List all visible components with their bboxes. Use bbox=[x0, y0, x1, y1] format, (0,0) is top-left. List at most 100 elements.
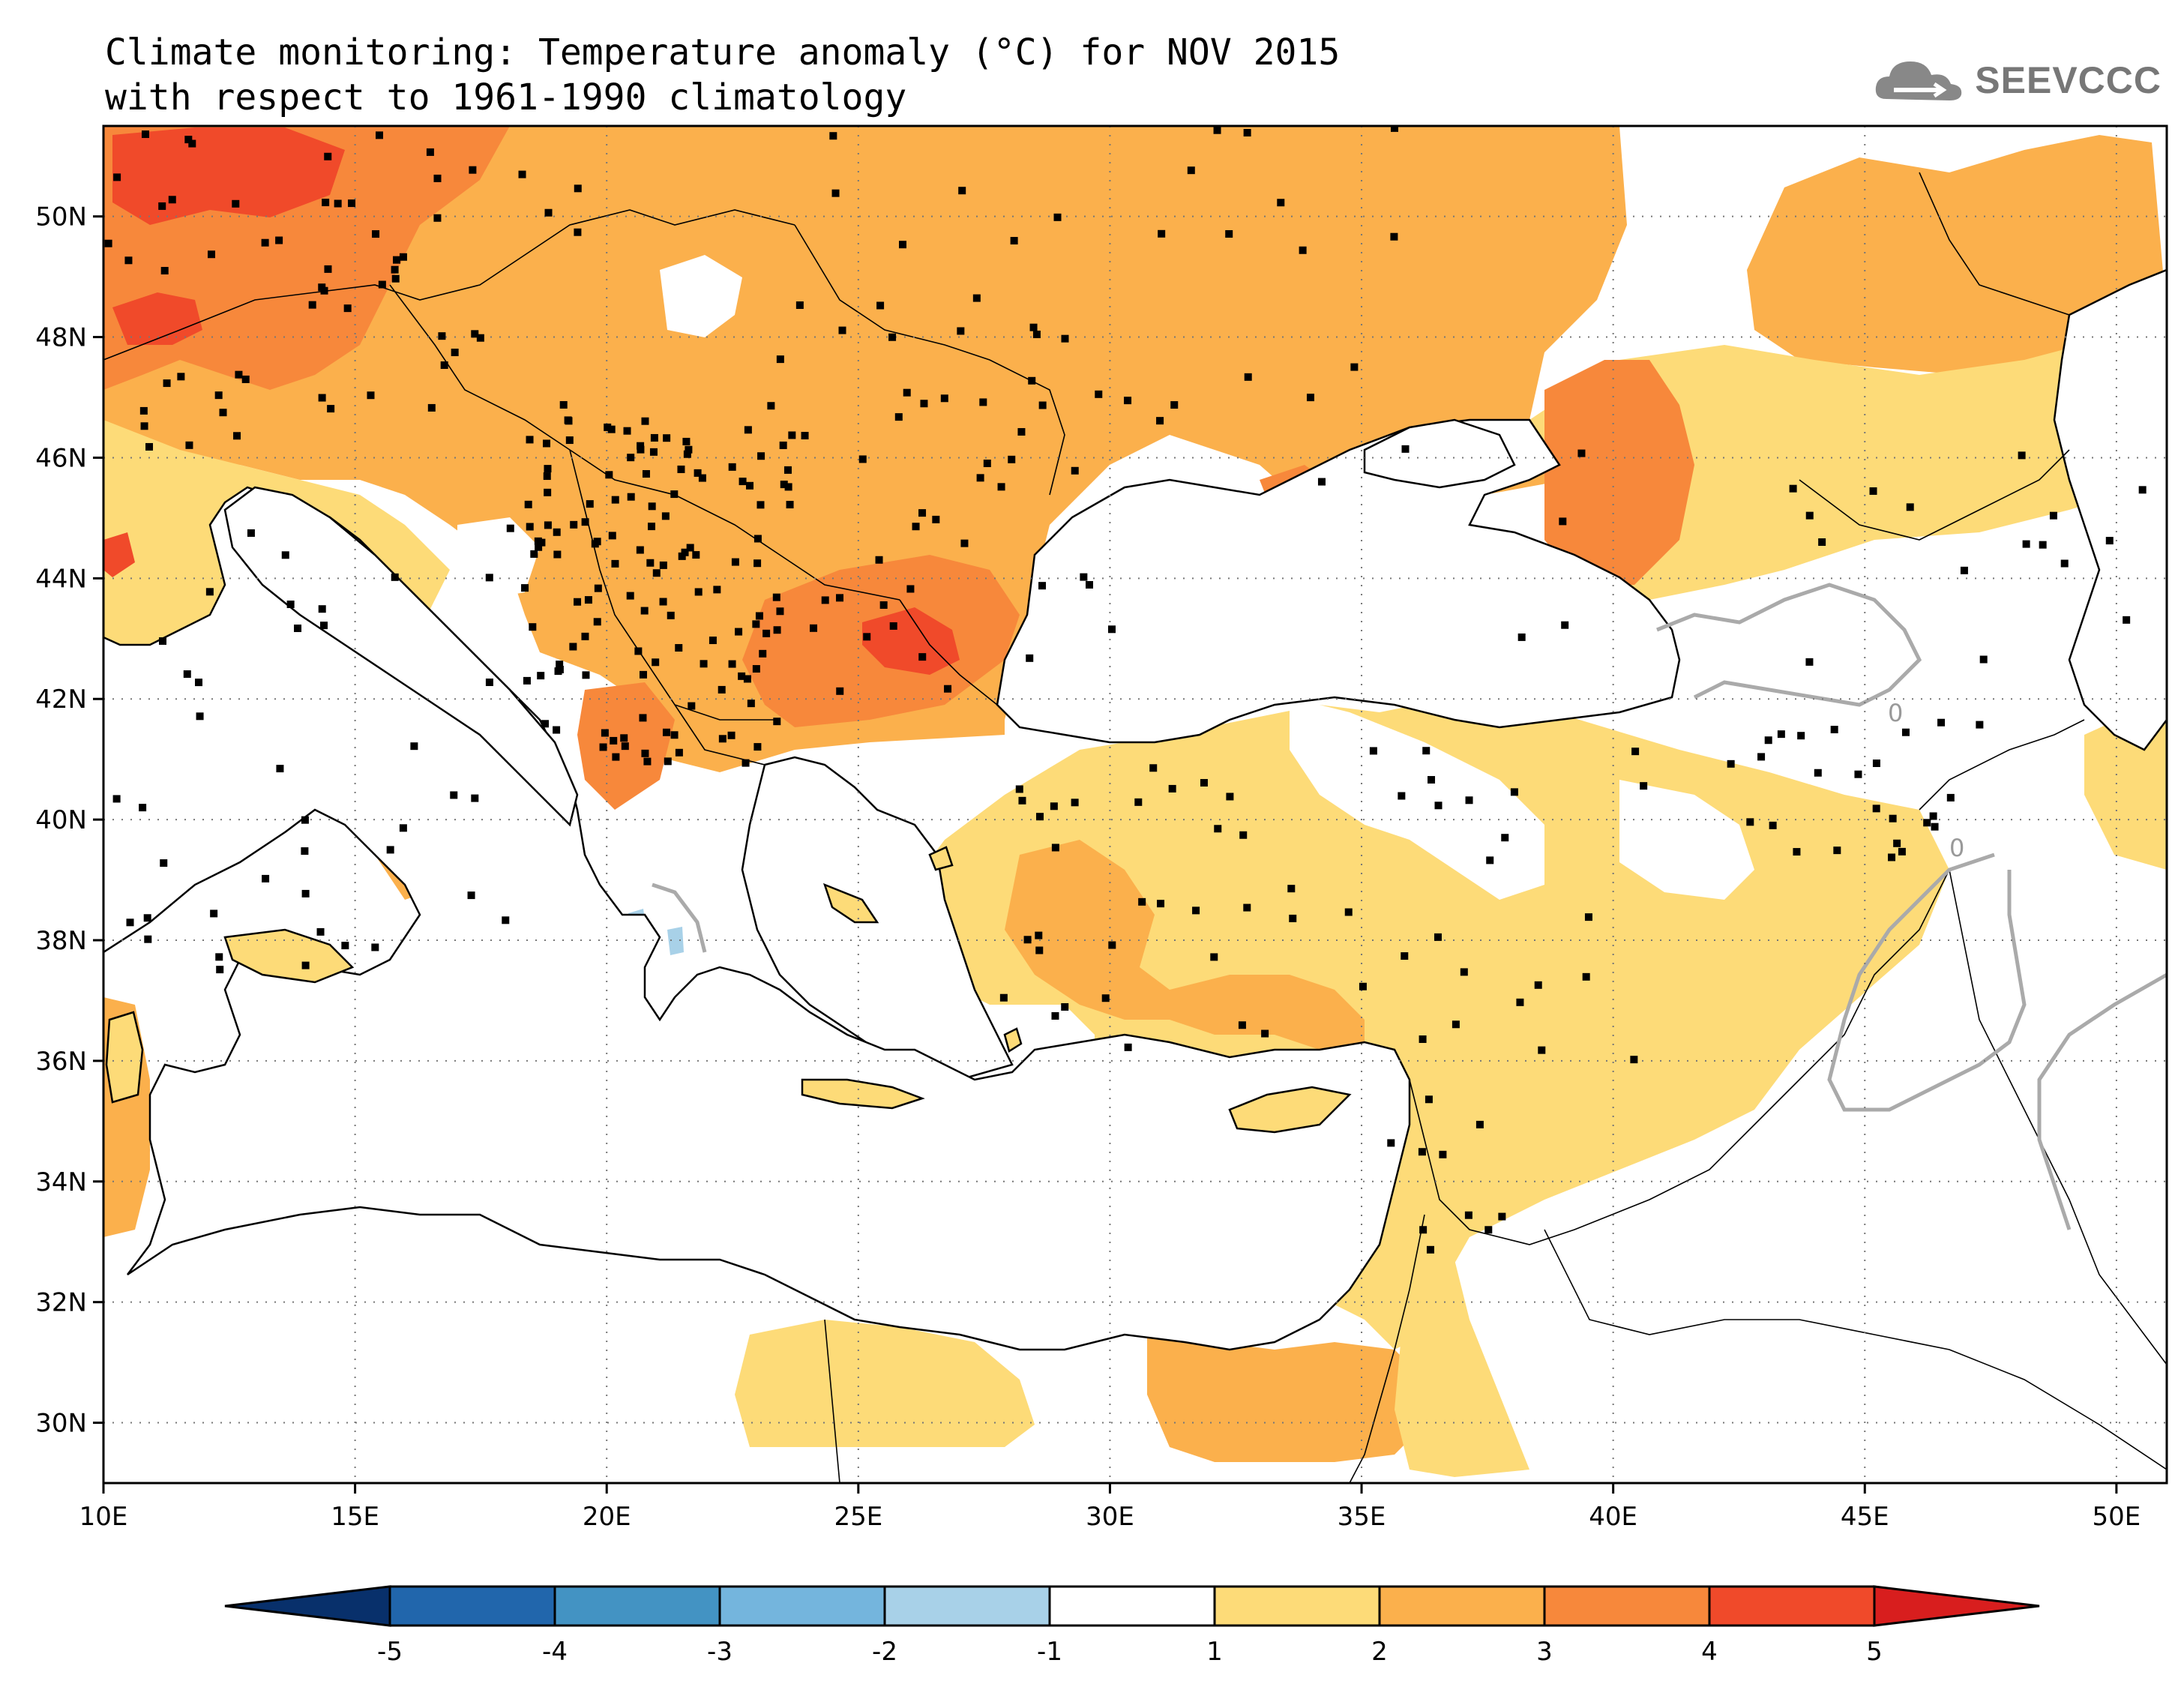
station-marker bbox=[144, 935, 152, 943]
station-marker bbox=[476, 334, 484, 342]
logo-text: SEEVCCC bbox=[1975, 59, 2162, 101]
station-marker bbox=[686, 544, 694, 552]
station-marker bbox=[1061, 334, 1069, 343]
station-marker bbox=[1893, 839, 1901, 847]
station-marker bbox=[1108, 941, 1116, 949]
station-marker bbox=[553, 726, 561, 734]
station-marker bbox=[772, 593, 780, 601]
station-marker bbox=[1243, 129, 1251, 137]
station-marker bbox=[235, 370, 243, 379]
station-marker bbox=[1071, 799, 1079, 807]
station-marker bbox=[1464, 1211, 1472, 1219]
border-line bbox=[794, 224, 1065, 496]
lon-tick-label: 25E bbox=[834, 1502, 882, 1532]
adriatic-sea bbox=[223, 486, 579, 827]
station-marker bbox=[1134, 798, 1143, 806]
station-marker bbox=[1419, 1035, 1427, 1043]
station-marker bbox=[836, 594, 844, 602]
station-marker bbox=[1035, 931, 1043, 939]
station-marker bbox=[1051, 1011, 1059, 1020]
island-cyprus bbox=[1228, 1086, 1352, 1134]
station-marker bbox=[610, 736, 618, 745]
anomaly-1-2-levant bbox=[1395, 1245, 1529, 1477]
border-line bbox=[1349, 1214, 1425, 1483]
station-marker bbox=[1085, 580, 1093, 589]
border-line bbox=[389, 284, 900, 601]
anomaly-4-5-france bbox=[103, 532, 135, 577]
lat-tick-label: 50N bbox=[35, 202, 87, 232]
station-marker bbox=[582, 671, 590, 679]
station-marker bbox=[1797, 732, 1805, 740]
station-marker bbox=[786, 501, 794, 509]
station-marker bbox=[1452, 1020, 1460, 1029]
station-marker bbox=[1428, 776, 1436, 784]
anomaly-2-3-east bbox=[1747, 135, 2167, 375]
station-marker bbox=[779, 441, 787, 449]
station-marker bbox=[747, 700, 755, 708]
station-marker bbox=[526, 436, 534, 444]
station-marker bbox=[544, 465, 552, 473]
station-marker bbox=[767, 402, 775, 410]
island-rhodes bbox=[1003, 1027, 1023, 1053]
station-marker bbox=[1582, 972, 1590, 981]
station-marker bbox=[584, 596, 592, 604]
station-marker bbox=[1872, 805, 1880, 813]
station-marker bbox=[621, 742, 629, 751]
station-marker bbox=[450, 791, 458, 799]
map-area: 0 0 bbox=[103, 126, 2167, 1483]
station-marker bbox=[795, 301, 804, 310]
station-marker bbox=[216, 966, 224, 974]
station-marker bbox=[976, 474, 984, 482]
lat-tick-label: 46N bbox=[35, 443, 87, 473]
station-marker bbox=[1486, 856, 1494, 864]
station-marker bbox=[168, 196, 176, 204]
title-line-2: with respect to 1961-1990 climatology bbox=[105, 76, 907, 118]
station-marker bbox=[535, 543, 543, 551]
station-marker bbox=[611, 496, 619, 504]
station-marker bbox=[738, 478, 747, 486]
station-marker bbox=[906, 585, 915, 593]
station-marker bbox=[1038, 401, 1047, 409]
station-marker bbox=[875, 556, 883, 564]
station-marker bbox=[544, 488, 552, 496]
station-marker bbox=[393, 256, 401, 264]
station-marker bbox=[518, 170, 526, 178]
station-marker bbox=[145, 442, 154, 451]
station-marker bbox=[427, 403, 436, 412]
station-marker bbox=[214, 391, 223, 400]
lat-tick-label: 32N bbox=[35, 1288, 87, 1318]
station-marker bbox=[889, 622, 897, 630]
station-marker bbox=[746, 481, 754, 490]
lon-tick-label: 45E bbox=[1841, 1502, 1889, 1532]
station-marker bbox=[685, 445, 693, 454]
colorbar-segment bbox=[1213, 1585, 1381, 1627]
station-marker bbox=[1026, 654, 1034, 662]
station-marker bbox=[661, 512, 670, 520]
station-marker bbox=[195, 679, 203, 687]
station-marker bbox=[612, 753, 620, 761]
station-marker bbox=[433, 174, 442, 182]
station-marker bbox=[1035, 813, 1044, 821]
station-marker bbox=[709, 637, 717, 645]
station-marker bbox=[1434, 933, 1442, 941]
station-marker bbox=[1401, 952, 1409, 960]
station-marker bbox=[1226, 793, 1234, 801]
station-marker bbox=[755, 612, 763, 620]
station-marker bbox=[1510, 788, 1518, 796]
station-marker bbox=[301, 847, 309, 855]
station-marker bbox=[556, 666, 564, 674]
station-marker bbox=[1156, 417, 1164, 425]
station-marker bbox=[1439, 1150, 1447, 1158]
station-marker bbox=[1422, 747, 1431, 755]
island-lesbos bbox=[928, 846, 954, 871]
colorbar-tick-label: 1 bbox=[1206, 1637, 1223, 1667]
station-marker bbox=[1401, 445, 1410, 453]
station-marker bbox=[534, 537, 542, 545]
anomaly-white-ukraine bbox=[660, 255, 742, 337]
station-marker bbox=[858, 455, 867, 463]
station-marker bbox=[1214, 825, 1222, 833]
station-marker bbox=[324, 152, 332, 160]
station-marker bbox=[1029, 323, 1038, 331]
station-marker bbox=[581, 518, 589, 526]
station-marker bbox=[776, 355, 784, 364]
